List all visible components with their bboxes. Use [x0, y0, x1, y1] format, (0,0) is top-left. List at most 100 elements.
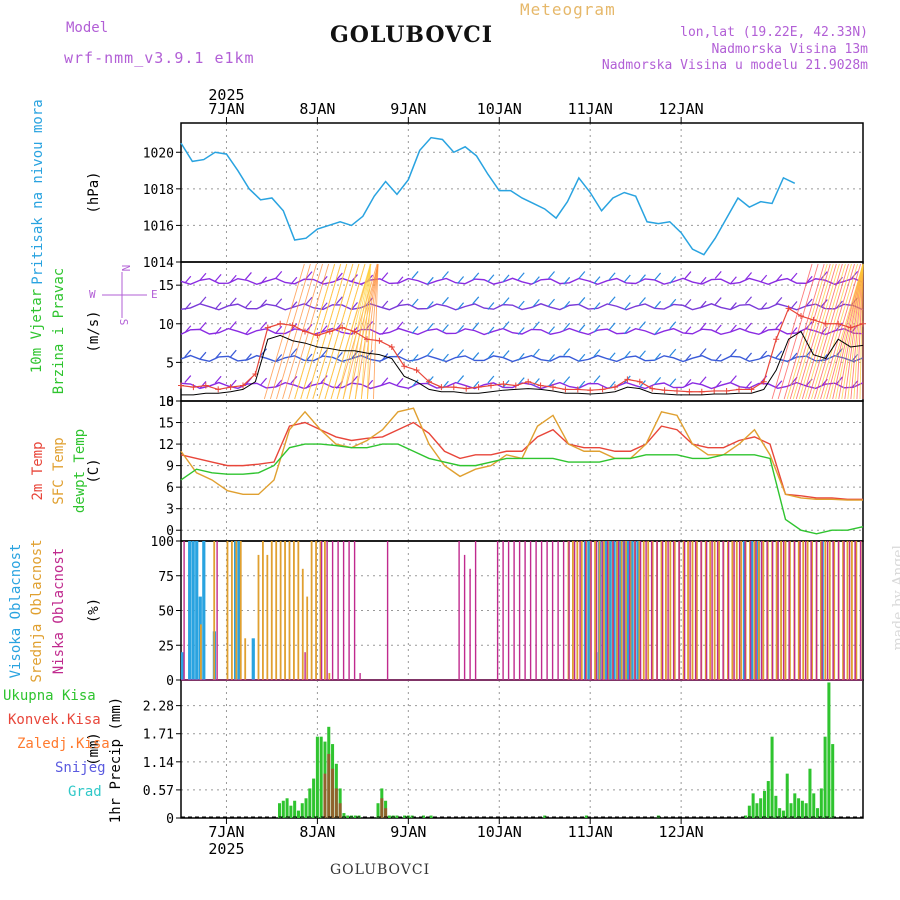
wind-barb: [502, 350, 510, 358]
wind-barb-band: [180, 381, 864, 390]
wind-barb: [714, 353, 722, 362]
wind-gust-mark: [413, 367, 420, 374]
wind-hatch: [795, 263, 837, 400]
y-tick-label: 0: [166, 812, 174, 827]
wind-hatch: [823, 263, 864, 400]
wind-barb: [426, 376, 434, 384]
precip-bar-total: [812, 793, 816, 818]
wind-barb: [320, 325, 328, 333]
y-tick-label: 15: [158, 279, 174, 294]
precip-bar-total: [281, 800, 285, 818]
cloud-bar-high: [202, 541, 206, 680]
precip-bar-convective: [323, 773, 327, 818]
temp-ylabel3: dewpt Temp: [72, 429, 88, 513]
wind-barb: [593, 324, 601, 333]
wind-hatch: [832, 263, 864, 400]
wind-barb: [684, 298, 692, 307]
cloud-bar-low: [518, 541, 521, 680]
cloud-bar-mid: [257, 554, 260, 680]
cloud-bar-low: [738, 541, 741, 680]
wind-hatch: [354, 263, 379, 400]
wind-gust-mark: [636, 378, 643, 385]
cloud-bar-mid: [638, 541, 641, 680]
pressure-line: [180, 136, 796, 256]
cloud-bar-low: [612, 541, 614, 680]
wind-barb: [790, 352, 798, 361]
wind-barb: [305, 324, 313, 332]
cloud-bar-mid: [328, 673, 331, 680]
wind-gust-mark: [599, 386, 606, 393]
cloud-bar-mid: [576, 541, 579, 680]
wind-gust-mark: [760, 378, 767, 385]
wind-gust-mark: [215, 386, 222, 393]
model-name: wrf-nmm_v3.9.1 e1km: [64, 49, 255, 67]
wind-gust-mark: [711, 387, 718, 394]
wind-barb: [639, 380, 646, 388]
wind-hatch: [306, 263, 348, 400]
cloud-ylabel2: Srednja Oblacnost: [29, 539, 45, 682]
footer-station: GOLUBOVCI: [330, 862, 431, 878]
wind-barb: [320, 375, 328, 383]
unit-label-precip: (mm): [86, 732, 102, 766]
wind-barb: [244, 272, 252, 280]
y-tick-label: 0: [166, 395, 174, 410]
cloud-bar-low: [760, 541, 763, 680]
cloud-bar-low: [793, 541, 796, 680]
wind-barb: [578, 271, 586, 279]
x-bottom-label: 12JAN: [659, 823, 704, 841]
precip-bar-total: [781, 810, 785, 818]
wind-gust-mark: [438, 384, 445, 391]
precip-bar-total: [315, 736, 319, 818]
cloud-bar-low: [304, 652, 306, 680]
wind-gust-mark: [860, 320, 866, 327]
y-tick-label: 0: [166, 674, 174, 689]
wind-barb: [244, 353, 252, 362]
x-top-label: 9JAN: [390, 100, 426, 118]
wind-barb: [396, 276, 404, 285]
x-bottom-label: 9JAN: [390, 823, 426, 841]
wind-gust-mark: [624, 376, 631, 383]
wind-barb: [457, 375, 465, 383]
cloud-bar-high: [608, 541, 612, 680]
wind-hatch: [771, 263, 813, 400]
cloud-bar-low: [716, 541, 719, 680]
station-title: GOLUBOVCI: [330, 22, 494, 48]
wind-barb: [745, 272, 752, 280]
wind-barb: [729, 375, 737, 384]
wind-hatch: [786, 263, 828, 400]
wind-barb: [639, 297, 646, 305]
wind-gust-mark: [326, 328, 333, 335]
precip-bar-total: [827, 682, 831, 818]
wind-barb: [260, 276, 268, 285]
wind-barb: [229, 349, 237, 358]
cloud-bar-low: [700, 541, 702, 680]
x-top-label: 10JAN: [477, 100, 522, 118]
wind-barb: [472, 272, 480, 281]
meteogram-label: Meteogram: [520, 0, 616, 19]
wind-barb: [684, 271, 692, 279]
wind-hatch: [288, 263, 330, 400]
wind-barb: [563, 376, 571, 385]
wind-barb: [532, 276, 540, 284]
wind-gust-mark: [339, 324, 346, 331]
cloud-bar-low: [634, 541, 636, 680]
precip-bar-total: [800, 800, 804, 818]
cloud-bar-mid: [820, 541, 822, 680]
cloud-bar-low: [815, 541, 818, 680]
wind-barb-band: [180, 354, 864, 363]
cloud-bar-mid: [319, 541, 322, 680]
wind-barb: [578, 297, 586, 305]
wind-barb: [260, 321, 268, 330]
precip-legend-item: Grad: [68, 784, 102, 800]
wind-barb: [275, 298, 283, 307]
cloud-bar-mid: [598, 541, 601, 680]
cloud-bar-mid: [270, 541, 273, 680]
cloud-bar-low: [667, 541, 669, 680]
wind-gust-mark: [785, 305, 792, 312]
cloud-bar-low: [705, 541, 708, 680]
wind-barb: [411, 326, 419, 334]
wind-hatch: [300, 263, 342, 400]
y-tick-label: 1.71: [143, 728, 174, 743]
cloud-bar-high: [605, 541, 609, 680]
unit-label-pressure: (hPa): [86, 171, 102, 213]
